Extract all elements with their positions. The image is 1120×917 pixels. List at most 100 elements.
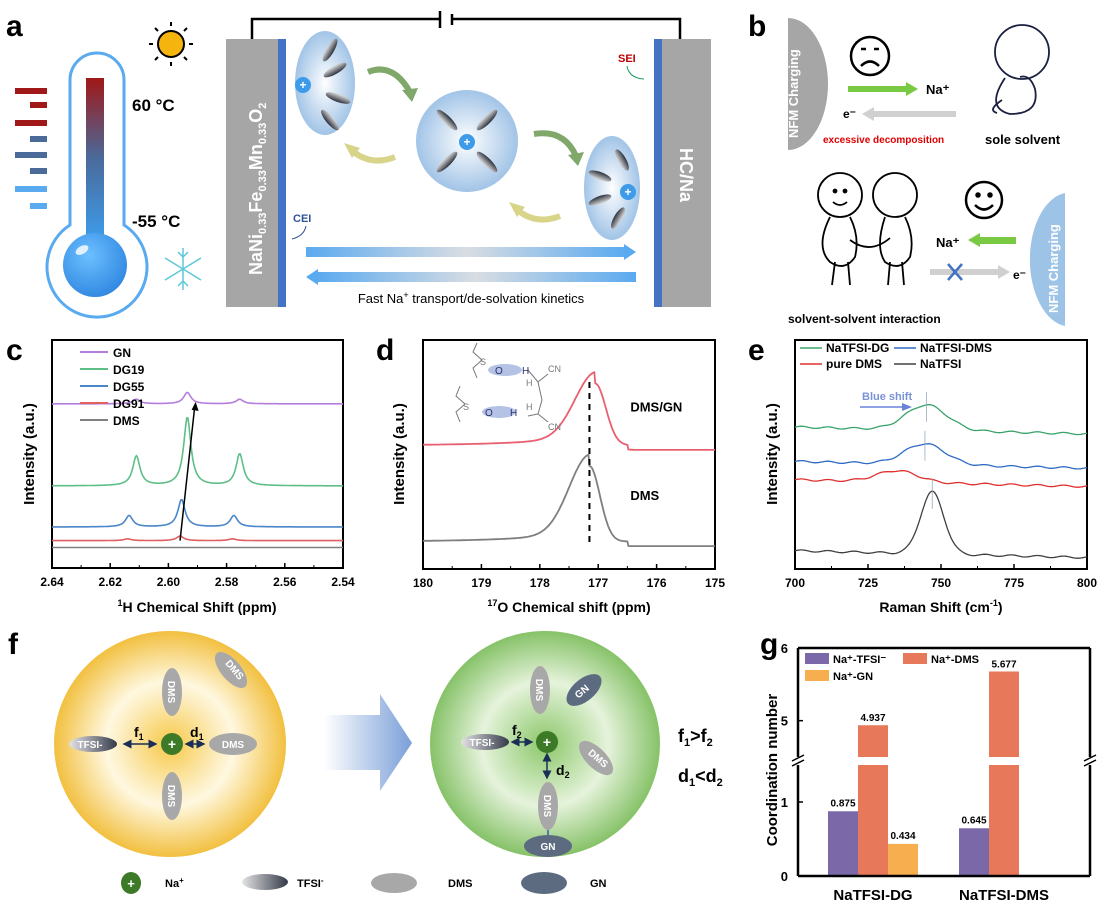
panel-f-diagram: DMS DMS DMS DMS TFSI- + f1 d1 DMS GN DMS…: [54, 631, 723, 894]
svg-text:f2: f2: [512, 722, 522, 740]
cei-arrow: [291, 225, 307, 240]
na-arrow-bottom: [978, 237, 1016, 244]
x-axis-label: 17O Chemical shift (ppm): [487, 598, 650, 615]
molecule-atom: H: [510, 408, 517, 419]
molecule-atom: CN: [548, 422, 561, 432]
series-line-dg19: [51, 417, 343, 487]
na-arrow-top: [848, 86, 908, 92]
sei-arrow: [626, 65, 645, 80]
panel-label-a: a: [6, 10, 23, 43]
svg-text:+: +: [463, 135, 470, 149]
series-line: [794, 404, 1088, 436]
legend-label: DMS: [113, 414, 140, 428]
cei-label: CEI: [293, 213, 311, 225]
nfm-charging-bottom-label: NFM Charging: [1046, 224, 1061, 313]
molecule-atom: H: [526, 378, 533, 388]
svg-text:DMS: DMS: [541, 795, 552, 818]
sad-face-icon: [849, 35, 891, 77]
e-arrow-top: [872, 111, 956, 117]
x-tick-label: 180: [413, 576, 433, 590]
panel-label-e: e: [748, 334, 765, 367]
sole-solvent-label: sole solvent: [985, 132, 1061, 147]
x-tick-label: 179: [471, 576, 491, 590]
solvation-cluster-center: +: [416, 90, 518, 192]
svg-text:d1: d1: [190, 724, 204, 742]
legend-gn: GN: [590, 878, 607, 890]
svg-text:DMS: DMS: [533, 679, 544, 702]
legend-label: DG55: [113, 380, 145, 394]
plot-frame: [422, 339, 716, 570]
y-tick-label: 0: [781, 869, 788, 884]
y-axis-label: Coordination number: [764, 694, 781, 847]
cathode-formula: NaNi0.33Fe0.33Mn0.33O2: [246, 103, 269, 275]
cathode-electrode: [226, 39, 278, 307]
axis-break-mark: [1083, 754, 1097, 762]
blocked-cross-icon: [947, 263, 963, 281]
x-tick-label: 700: [785, 576, 805, 590]
svg-text:TFSI-: TFSI-: [470, 738, 495, 749]
svg-text:+: +: [127, 876, 135, 891]
legend-label: NaTFSI-DG: [826, 341, 889, 355]
legend-label: NaTFSI: [920, 357, 961, 371]
legend-label: pure DMS: [826, 357, 882, 371]
bar-value-label: 0.645: [961, 815, 986, 826]
solvent-pair-figure: [817, 172, 918, 286]
molecule-atom: O: [495, 366, 503, 377]
legend-label: DG19: [113, 363, 145, 377]
anode-electrode: [662, 39, 711, 307]
cathode-interface: [278, 39, 286, 307]
bar: [959, 828, 989, 876]
sun-icon: [149, 22, 193, 66]
solvation-shell-yellow: DMS DMS DMS DMS TFSI- + f1 d1: [54, 631, 286, 857]
shift-arrow: [179, 407, 196, 541]
chart-e-raman: 700 725 750 775 800 NaTFSI-DG NaTFSI-DMS pure …: [764, 339, 1097, 615]
solvation-shell-green: DMS GN DMS DMS GN TFSI- + f2 d2: [430, 631, 660, 857]
bar-upper: [989, 671, 1019, 757]
legend-label: GN: [113, 346, 131, 360]
x-axis-label: Raman Shift (cm-1): [879, 598, 1002, 615]
series-line: [423, 371, 715, 451]
temp-low-label: -55 °C: [132, 212, 180, 231]
sei-label: SEI: [618, 53, 636, 65]
transport-caption: Fast Na+ transport/de-solvation kinetics: [358, 290, 585, 306]
panel-label-c: c: [6, 334, 23, 367]
x-tick-label: 2.56: [273, 575, 297, 589]
bar: [828, 811, 858, 876]
svg-text:TFSI-: TFSI-: [78, 740, 103, 751]
e-label-top: e⁻: [843, 107, 856, 121]
legend-label: NaTFSI-DMS: [920, 341, 992, 355]
transition-arrow: [324, 694, 412, 791]
x-tick-label: 750: [931, 576, 951, 590]
decomposition-label: excessive decomposition: [823, 135, 944, 146]
x-category-label: NaTFSI-DG: [833, 887, 912, 904]
svg-text:DMS: DMS: [165, 681, 176, 704]
x-tick-label: 177: [588, 576, 608, 590]
transport-arrows: [306, 244, 636, 285]
y-axis-label: Intensity (a.u.): [764, 403, 781, 505]
legend-label: Na⁺-DMS: [931, 654, 979, 666]
y-axis-label: Intensity (a.u.): [391, 403, 408, 505]
y-tick-label: 5: [781, 714, 788, 729]
blue-shift-annotation: Blue shift: [862, 391, 912, 403]
molecule-atom: S: [480, 357, 486, 367]
chart-g-coordination: 0.875 4.937 0.434 0.645 5.677 0 1 5 6 NaTFSI-DG N…: [764, 641, 1097, 904]
series-line: [794, 470, 1088, 488]
nfm-charging-top-label: NFM Charging: [786, 49, 801, 138]
svg-text:d2: d2: [556, 762, 570, 780]
svg-text:+: +: [168, 736, 176, 752]
na-label-top: Na⁺: [926, 82, 950, 97]
svg-text:+: +: [543, 734, 551, 750]
bar-value-label: 0.875: [830, 798, 855, 809]
relation-f: f1>f2: [678, 726, 713, 749]
panel-label-b: b: [748, 10, 767, 43]
nfm-charging-top-shape: [788, 18, 828, 150]
series-line: [794, 443, 1088, 470]
molecule-atom: S: [463, 402, 469, 412]
plot-frame: [794, 339, 1088, 570]
shift-arrowhead: [191, 401, 199, 411]
external-circuit: [250, 11, 682, 40]
na-label-bottom: Na⁺: [936, 235, 960, 250]
series-line-dg55: [52, 499, 343, 528]
svg-text:+: +: [624, 185, 631, 199]
relation-d: d1<d2: [678, 766, 723, 789]
